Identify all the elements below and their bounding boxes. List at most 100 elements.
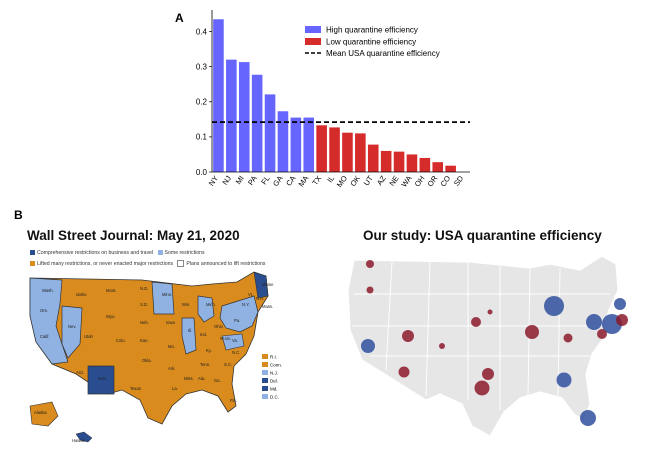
wsj-key-nj: N.J. <box>270 371 278 376</box>
wsj-state-label: Utah <box>84 334 94 339</box>
wsj-virginia <box>221 333 245 351</box>
bar-fl <box>264 94 276 172</box>
wsj-state-label: Miss. <box>184 376 194 381</box>
wsj-state-label: Okla. <box>142 358 152 363</box>
wsj-state-label: Calif. <box>40 334 50 339</box>
x-tick-label-mo: MO <box>335 174 349 189</box>
wsj-state-label: Mass. <box>262 304 273 309</box>
wsj-state-label: Mont. <box>106 288 116 293</box>
wsj-state-label: S.C. <box>224 362 232 367</box>
wsj-northeast <box>219 295 259 333</box>
wsj-state-label: Mo. <box>168 344 175 349</box>
bar-nj <box>226 59 237 172</box>
wsj-state-label: Ga. <box>214 378 221 383</box>
wsj-legend-item-3: Lifted many restrictions, or never enact… <box>30 261 173 267</box>
wsj-map: R.I. Conn. N.J. Del. Md. D.C. Wash. Ore. C… <box>29 271 282 443</box>
wsj-state-label: S.D. <box>140 302 148 307</box>
bar-mo <box>342 132 353 172</box>
x-tick-label-il: IL <box>325 174 336 184</box>
study-circle <box>525 325 539 339</box>
right-map-title: Our study: USA quarantine efficiency <box>363 228 602 243</box>
wsj-legend-item-2: Some restrictions <box>157 250 205 256</box>
study-circle <box>586 314 602 330</box>
x-tick-label-ne: NE <box>387 174 400 188</box>
study-circle <box>482 368 494 380</box>
legend-swatch-low <box>305 38 321 45</box>
bar-az <box>380 150 392 172</box>
wsj-state-label: N.M. <box>98 376 107 381</box>
wsj-state-label: Hawaii <box>72 438 85 443</box>
wsj-state-label: Mich. <box>206 302 216 307</box>
wsj-state-label: Va. <box>232 338 238 343</box>
wsj-state-label: Maine <box>262 282 274 287</box>
wsj-state-label: Vt. <box>248 292 253 297</box>
study-circle <box>487 309 493 315</box>
wsj-state-label: Ala. <box>198 376 205 381</box>
wsj-state-label: Nev. <box>68 324 76 329</box>
wsj-state-label: Fla. <box>230 398 237 403</box>
study-circle <box>614 298 626 310</box>
wsj-key: R.I. Conn. N.J. Del. Md. D.C. <box>262 354 282 400</box>
bar-ne <box>393 151 405 172</box>
legend-label-low: Low quarantine efficiency <box>326 38 416 47</box>
wsj-alaska <box>29 401 59 427</box>
wsj-state-label: Alaska <box>34 410 47 415</box>
x-tick-label-az: AZ <box>375 174 388 187</box>
wsj-state-label: Kan. <box>140 338 149 343</box>
wsj-state-label: N.D. <box>140 286 148 291</box>
wsj-nevada <box>61 305 83 359</box>
x-tick-label-ca: CA <box>284 174 297 188</box>
wsj-state-label: Neb. <box>140 320 149 325</box>
wsj-state-label: Ill. <box>188 328 192 333</box>
wsj-new-mexico <box>87 365 115 395</box>
x-tick-label-oh: OH <box>413 174 427 188</box>
chart-legend: High quarantine efficiency Low quarantin… <box>305 26 440 58</box>
study-circle <box>563 333 573 343</box>
wsj-state-label: Ohio <box>214 324 224 329</box>
bar-or <box>432 162 444 172</box>
wsj-state-label: Iowa <box>166 320 176 325</box>
x-tick-label-ga: GA <box>271 174 285 188</box>
legend-swatch-high <box>305 26 321 33</box>
wsj-state-label: Tenn. <box>200 362 210 367</box>
wsj-state-label: Texas <box>130 386 141 391</box>
study-circle <box>597 329 607 339</box>
wsj-state-label: Colo. <box>116 338 126 343</box>
y-tick-label: 0.4 <box>196 27 208 36</box>
wsj-state-label: Ky. <box>206 348 212 353</box>
legend-label-mean: Mean USA quarantine efficiency <box>326 49 440 58</box>
legend-label-high: High quarantine efficiency <box>326 26 418 35</box>
x-tick-label-pa: PA <box>246 174 259 187</box>
wsj-state-label: N.H. <box>256 296 264 301</box>
study-circle <box>439 343 445 349</box>
study-us-base <box>347 255 619 437</box>
wsj-state-label: Idaho <box>76 292 87 297</box>
wsj-state-label: N.C. <box>232 350 240 355</box>
x-tick-label-tx: TX <box>310 174 323 187</box>
wsj-state-label: Wash. <box>42 288 54 293</box>
x-tick-label-ny: NY <box>207 174 220 188</box>
y-tick-label: 0.0 <box>196 168 208 177</box>
bar-oh <box>419 157 431 172</box>
x-tick-label-ma: MA <box>297 174 311 188</box>
left-map-title: Wall Street Journal: May 21, 2020 <box>27 228 240 243</box>
panel-a-label: A <box>175 11 184 25</box>
x-tick-label-ok: OK <box>348 174 362 188</box>
x-tick-label-or: OR <box>426 174 440 189</box>
panel-b-label: B <box>14 208 23 222</box>
study-circle <box>616 314 628 326</box>
study-circle <box>361 339 375 353</box>
wsj-minnesota <box>151 281 175 315</box>
wsj-state-label: Pa. <box>234 318 240 323</box>
wsj-state-labels: Wash. Ore. Calif. Nev. Idaho Mont. Wyo. Utah Ari… <box>34 282 274 443</box>
x-tick-label-sd: SD <box>452 174 466 188</box>
study-circle <box>580 410 596 426</box>
wsj-key-conn: Conn. <box>270 363 282 368</box>
bar-co <box>445 165 456 172</box>
study-circle <box>366 260 374 268</box>
study-circle <box>474 380 490 396</box>
study-circle <box>544 296 564 316</box>
study-circle <box>556 372 572 388</box>
study-circle <box>471 317 481 327</box>
